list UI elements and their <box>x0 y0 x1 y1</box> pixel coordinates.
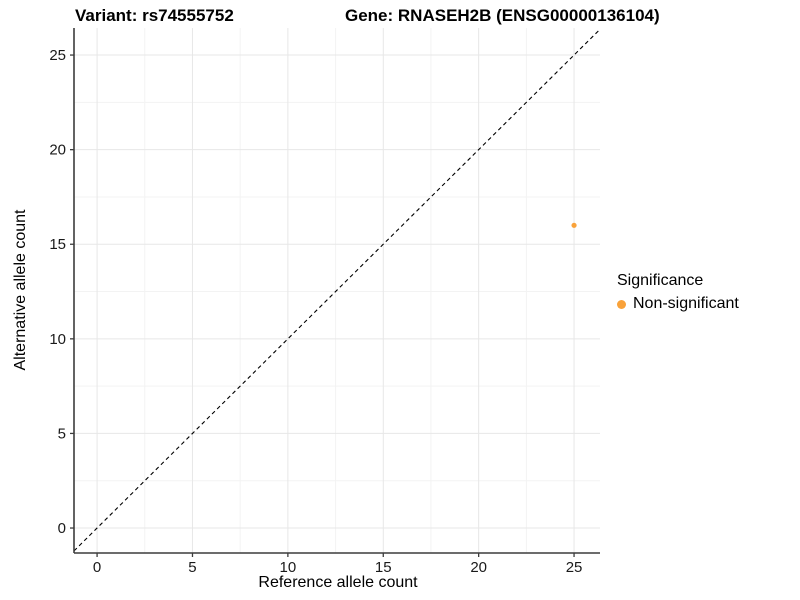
x-tick-label: 10 <box>280 559 297 576</box>
y-tick-label: 15 <box>49 236 66 253</box>
x-tick-label: 20 <box>470 559 487 576</box>
legend-item-label: Non-significant <box>633 295 739 312</box>
y-tick-label: 20 <box>49 142 66 159</box>
legend-item: Non-significant <box>617 295 739 313</box>
y-axis-title: Alternative allele count <box>12 209 29 371</box>
x-tick-label: 5 <box>188 559 196 576</box>
y-tick-label: 10 <box>49 331 66 348</box>
y-tick-label: 5 <box>58 425 66 442</box>
y-tick-label: 0 <box>58 520 66 537</box>
legend: Significance Non-significant <box>617 272 739 313</box>
identity-line <box>73 28 601 552</box>
x-axis-title: Reference allele count <box>258 574 418 591</box>
x-tick-label: 15 <box>375 559 392 576</box>
data-point <box>571 222 577 228</box>
legend-point-icon <box>617 299 626 309</box>
x-tick-label: 25 <box>566 559 583 576</box>
x-tick-label: 0 <box>93 559 101 576</box>
legend-title: Significance <box>617 272 704 289</box>
y-tick-label: 25 <box>49 47 66 64</box>
plot-title-variant: Variant: rs74555752 <box>75 6 234 25</box>
plot-title-gene: Gene: RNASEH2B (ENSG00000136104) <box>345 6 660 25</box>
